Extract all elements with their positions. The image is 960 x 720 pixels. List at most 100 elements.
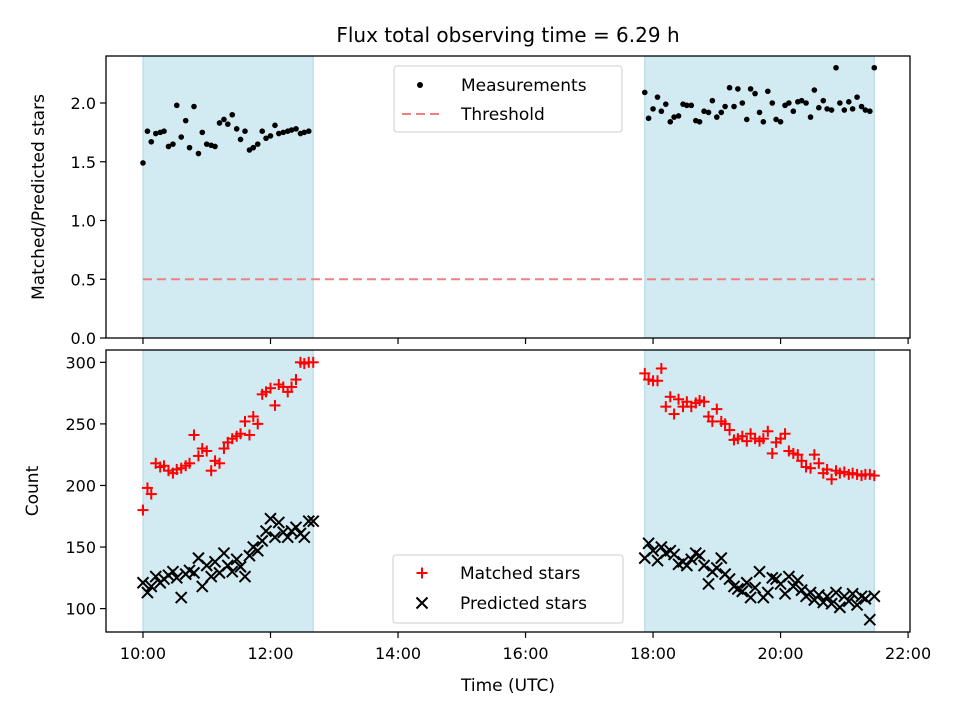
x-tick-label: 20:00 <box>758 644 804 663</box>
predicted-point <box>850 598 864 612</box>
measurement-point <box>824 106 830 112</box>
legend-measurements-label: Measurements <box>461 76 587 96</box>
y-tick-label: 200 <box>65 476 96 495</box>
legend-measurements-marker <box>417 82 423 88</box>
predicted-point <box>829 586 843 599</box>
bottom-y-axis-ticks: 100 150 200 250 300 <box>65 353 106 619</box>
measurement-point <box>798 97 805 104</box>
predicted-point <box>272 516 285 529</box>
measurement-point <box>152 130 159 137</box>
matched-point <box>235 428 247 440</box>
measurement-point <box>254 141 261 147</box>
matched-point <box>145 488 157 500</box>
predicted-point <box>226 565 239 578</box>
measurement-point <box>645 115 652 122</box>
predicted-point <box>766 571 779 585</box>
measurement-point <box>178 134 185 140</box>
bottom-legend-box <box>392 554 624 624</box>
predicted-point <box>166 565 180 578</box>
matched-point <box>192 450 204 462</box>
predicted-point <box>748 581 762 594</box>
measurement-point <box>747 86 754 92</box>
predicted-point <box>256 534 269 548</box>
predicted-point <box>145 580 158 593</box>
measurement-point <box>280 129 287 136</box>
measurement-point <box>871 64 878 71</box>
legend-predicted-marker <box>415 596 429 610</box>
measurement-point <box>199 129 206 136</box>
bottom-y-axis-label: Count <box>23 465 43 516</box>
predicted-point <box>787 580 800 593</box>
bottom-plot-frame <box>105 349 911 633</box>
shaded-region-1 <box>142 349 314 633</box>
measurement-point <box>267 133 274 139</box>
measurement-point <box>272 122 278 129</box>
predicted-point <box>230 553 243 566</box>
shaded-region-1 <box>142 55 314 339</box>
predicted-stars-series <box>136 512 881 626</box>
predicted-point <box>221 559 234 572</box>
measurement-point <box>221 116 227 123</box>
predicted-point <box>791 574 804 587</box>
matched-point <box>652 375 664 387</box>
matched-point <box>137 504 149 516</box>
predicted-point <box>833 601 847 614</box>
predicted-point <box>264 512 277 525</box>
measurement-point <box>833 64 839 71</box>
predicted-point <box>846 587 859 601</box>
predicted-point <box>804 586 817 599</box>
measurement-point <box>191 103 197 110</box>
legend-matched-marker <box>416 567 428 579</box>
measurement-point <box>173 102 180 109</box>
matched-point <box>813 457 825 469</box>
x-tick-label: 14:00 <box>375 644 421 663</box>
matched-point <box>269 399 281 411</box>
measurement-point <box>828 107 835 113</box>
x-axis-label: Time (UTC) <box>460 676 555 696</box>
predicted-point <box>680 559 694 572</box>
predicted-point <box>744 591 757 604</box>
matched-point <box>205 465 217 477</box>
measurement-point <box>731 103 737 110</box>
matched-point <box>724 424 736 436</box>
measurement-point <box>242 128 248 134</box>
measurement-point <box>229 111 236 118</box>
chart-title: Flux total observing time = 6.29 h <box>336 23 679 47</box>
predicted-point <box>217 546 231 560</box>
legend-plus-glyph <box>416 567 428 579</box>
measurement-point <box>841 107 848 113</box>
matched-point <box>201 445 213 457</box>
x-tick-label: 10:00 <box>120 644 166 663</box>
predicted-point <box>170 571 183 585</box>
matched-point <box>286 381 298 393</box>
y-tick-label: 1.5 <box>71 153 96 172</box>
bottom-x-axis-ticks: 10:00 12:00 14:00 16:00 18:00 20:00 22:00 <box>120 632 931 663</box>
matched-point <box>698 396 710 408</box>
measurement-point <box>224 121 231 127</box>
legend-predicted-label: Predicted stars <box>460 594 587 614</box>
measurement-point <box>237 136 244 143</box>
measurement-point <box>170 141 176 147</box>
predicted-point <box>753 565 766 578</box>
y-tick-label: 1.0 <box>71 212 96 231</box>
predicted-point <box>200 559 213 572</box>
measurement-point <box>275 130 282 137</box>
matched-point <box>639 367 651 379</box>
matched-point <box>307 356 319 368</box>
legend-cross-glyph <box>415 596 429 610</box>
measurement-point <box>756 109 763 116</box>
measurement-point <box>701 108 707 115</box>
measurement-point <box>820 97 827 104</box>
measurement-point <box>777 119 784 125</box>
predicted-point <box>259 524 273 538</box>
matched-point <box>719 418 731 430</box>
y-tick-label: 300 <box>65 353 96 372</box>
top-legend-box <box>393 65 623 133</box>
measurement-point <box>165 143 172 150</box>
measurement-point <box>293 126 299 132</box>
matched-point <box>660 401 672 413</box>
matched-point <box>668 408 680 420</box>
legend-matched-label: Matched stars <box>460 564 580 584</box>
predicted-point <box>868 590 881 603</box>
